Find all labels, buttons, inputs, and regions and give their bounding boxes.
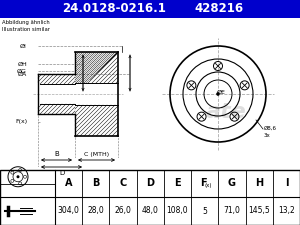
Text: 24.0128-0216.1: 24.0128-0216.1 bbox=[62, 2, 166, 16]
Text: D: D bbox=[146, 178, 154, 189]
Text: 28,0: 28,0 bbox=[88, 207, 104, 216]
Text: 428216: 428216 bbox=[194, 2, 244, 16]
Text: 108,0: 108,0 bbox=[167, 207, 188, 216]
Text: 71,0: 71,0 bbox=[224, 207, 240, 216]
Text: 304,0: 304,0 bbox=[58, 207, 80, 216]
Text: ØG: ØG bbox=[17, 68, 27, 74]
Bar bbox=[0, 170, 300, 225]
Text: E: E bbox=[174, 178, 181, 189]
Text: C (MTH): C (MTH) bbox=[84, 152, 109, 157]
Text: ØH: ØH bbox=[17, 61, 27, 67]
Text: Ø8,6
3x: Ø8,6 3x bbox=[264, 126, 277, 138]
Text: 26,0: 26,0 bbox=[115, 207, 131, 216]
Text: 145,5: 145,5 bbox=[248, 207, 270, 216]
Text: I: I bbox=[285, 178, 288, 189]
Circle shape bbox=[16, 175, 20, 178]
Text: B: B bbox=[54, 151, 59, 157]
Text: 5: 5 bbox=[202, 207, 207, 216]
Text: F: F bbox=[200, 178, 206, 189]
Bar bbox=[0, 0, 300, 18]
Text: 48,0: 48,0 bbox=[142, 207, 159, 216]
Text: (x): (x) bbox=[205, 183, 212, 188]
Text: Abbildung ähnlich
Illustration similar: Abbildung ähnlich Illustration similar bbox=[2, 20, 50, 32]
Text: ØI: ØI bbox=[20, 43, 27, 49]
Text: H: H bbox=[255, 178, 263, 189]
Text: C: C bbox=[119, 178, 127, 189]
Text: ØE: ØE bbox=[217, 90, 225, 94]
Text: A: A bbox=[65, 178, 72, 189]
Text: ØA: ØA bbox=[18, 72, 27, 76]
Text: F(x): F(x) bbox=[15, 119, 27, 124]
Text: G: G bbox=[228, 178, 236, 189]
Text: ate: ate bbox=[206, 102, 246, 122]
Circle shape bbox=[216, 92, 220, 96]
Text: 13,2: 13,2 bbox=[278, 207, 295, 216]
Text: D: D bbox=[59, 170, 64, 176]
Text: B: B bbox=[92, 178, 100, 189]
